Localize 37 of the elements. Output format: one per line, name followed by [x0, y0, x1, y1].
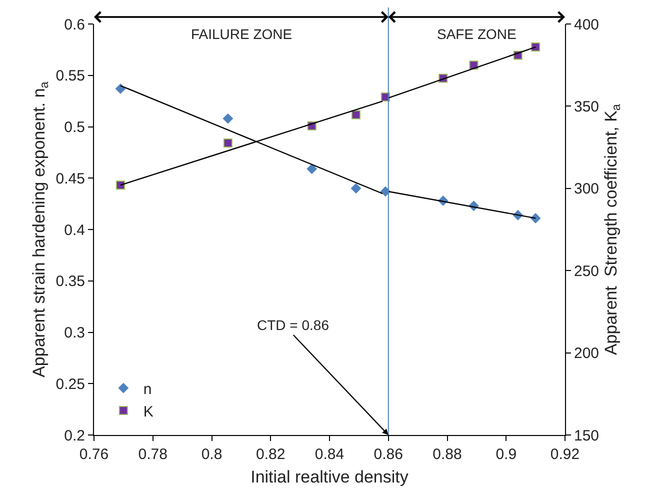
y-tick-label: 0.35 — [56, 273, 85, 290]
x-tick-label: 0.84 — [314, 446, 344, 463]
x-tick-label: 0.88 — [432, 446, 462, 463]
point — [350, 183, 362, 194]
legend-label: n — [143, 380, 152, 398]
y2-tick-label: 150 — [574, 427, 600, 444]
y-tick-label: 0.6 — [64, 16, 85, 34]
y2-tick-label: 300 — [574, 180, 600, 198]
point — [531, 42, 540, 52]
x-tick-label: 0.8 — [201, 446, 222, 463]
y2-tick-label: 200 — [574, 345, 600, 362]
x-tick-label: 0.78 — [138, 446, 168, 463]
x-tick-label: 0.92 — [550, 446, 580, 463]
point — [116, 180, 125, 190]
point — [222, 113, 234, 124]
y-tick-label: 0.55 — [56, 68, 85, 85]
y-tick-label: 0.4 — [64, 222, 85, 239]
x-tick-label: 0.86 — [374, 446, 403, 463]
y-tick-label: 0.2 — [64, 427, 85, 444]
y-tick-label: 0.45 — [56, 170, 85, 188]
annotation: CTD = 0.86 — [257, 317, 330, 333]
x-tick-label: 0.9 — [496, 446, 517, 463]
y-tick-label: 0.3 — [64, 324, 85, 342]
legend-label: K — [143, 403, 154, 420]
y-tick-label: 0.5 — [64, 119, 85, 136]
x-tick-label: 0.82 — [256, 446, 286, 463]
point — [351, 110, 360, 120]
point — [223, 138, 232, 148]
annotation: SAFE ZONE — [437, 26, 516, 42]
y2-tick-label: 400 — [574, 16, 600, 34]
y-tick-label: 0.25 — [56, 376, 85, 393]
point — [306, 164, 318, 174]
y2-tick-label: 250 — [574, 262, 600, 280]
annotation: FAILURE ZONE — [191, 26, 292, 42]
x-axis-title: Initial realtive density — [250, 467, 409, 486]
y2-tick-label: 350 — [574, 98, 600, 116]
x-tick-label: 0.76 — [79, 446, 109, 463]
